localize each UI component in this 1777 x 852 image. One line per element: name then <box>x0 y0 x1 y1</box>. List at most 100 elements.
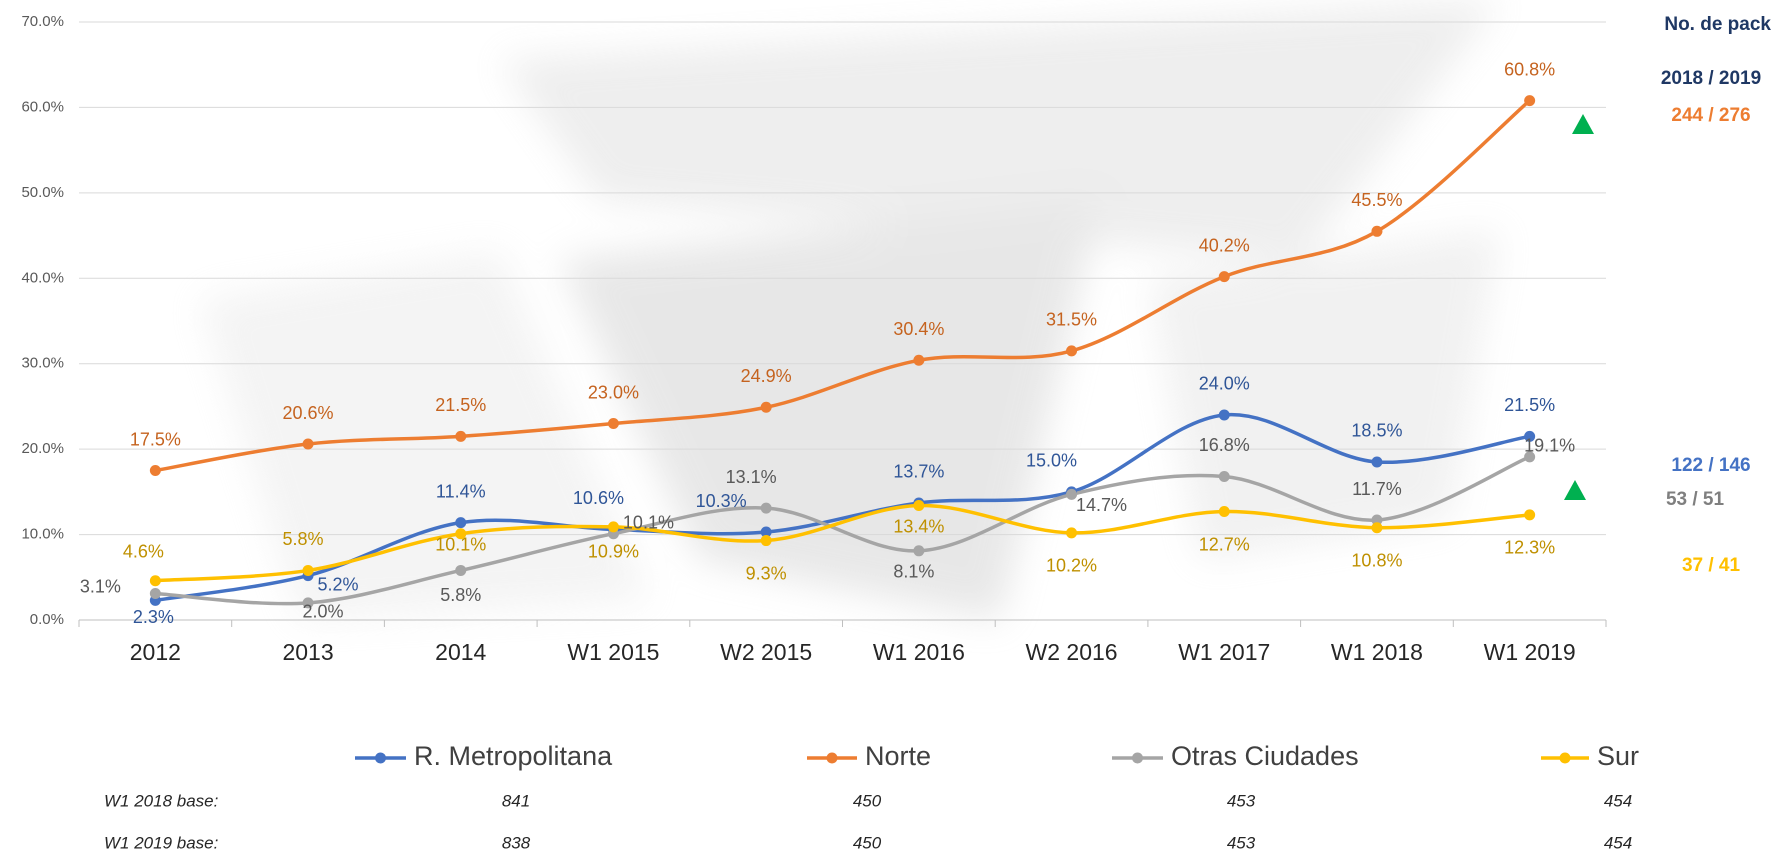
data-label: 2.3% <box>133 607 174 627</box>
pack-value: 244 / 276 <box>1671 105 1750 126</box>
y-tick-label: 0.0% <box>30 611 64 628</box>
y-tick-label: 30.0% <box>21 355 64 372</box>
x-tick-label: W2 2016 <box>1026 639 1118 665</box>
data-label: 10.9% <box>588 542 639 562</box>
legend-marker <box>375 752 386 764</box>
data-label: 12.7% <box>1199 534 1250 554</box>
data-label: 10.1% <box>435 534 486 554</box>
base-value: 453 <box>1227 791 1256 810</box>
legend-marker <box>1132 752 1143 764</box>
base-value: 450 <box>853 791 882 810</box>
y-tick-label: 10.0% <box>21 526 64 543</box>
marker <box>302 564 314 576</box>
pack-header: 2018 / 2019 <box>1661 68 1761 89</box>
x-tick-label: 2014 <box>435 639 486 665</box>
marker <box>1371 514 1383 526</box>
data-label: 17.5% <box>130 429 181 449</box>
marker <box>760 535 772 547</box>
data-label: 15.0% <box>1026 451 1077 471</box>
marker <box>1218 506 1230 518</box>
series-line <box>155 455 1531 606</box>
data-label: 21.5% <box>1504 395 1555 415</box>
marker <box>1066 488 1078 500</box>
pack-value: 53 / 51 <box>1666 489 1725 510</box>
data-label: 18.5% <box>1351 421 1402 441</box>
data-label: 9.3% <box>746 563 787 583</box>
marker <box>302 438 314 450</box>
marker <box>1218 470 1230 482</box>
marker <box>1066 527 1078 539</box>
legend-label: Norte <box>865 741 931 771</box>
series-line <box>155 412 1530 603</box>
data-label: 40.2% <box>1199 235 1250 255</box>
x-tick-label: W1 2015 <box>567 639 659 665</box>
data-label: 12.3% <box>1504 538 1555 558</box>
marker <box>455 517 467 529</box>
data-label: 13.4% <box>893 516 944 536</box>
marker <box>607 418 619 430</box>
marker <box>149 575 161 587</box>
legend-label: Sur <box>1597 741 1639 771</box>
y-tick-label: 60.0% <box>21 98 64 115</box>
x-tick-label: W1 2017 <box>1178 639 1270 665</box>
marker <box>1524 509 1536 521</box>
data-label: 10.2% <box>1046 556 1097 576</box>
marker <box>1524 451 1536 463</box>
base-label: W1 2019 base: <box>104 833 219 852</box>
pack-title: No. de pack <box>1664 14 1771 35</box>
data-label: 30.4% <box>893 319 944 339</box>
marker <box>149 588 161 600</box>
y-tick-label: 50.0% <box>21 184 64 201</box>
data-label: 10.3% <box>696 491 747 511</box>
up-arrow <box>1564 480 1586 500</box>
marker <box>1066 345 1078 357</box>
y-tick-label: 20.0% <box>21 440 64 457</box>
data-label: 5.2% <box>318 574 359 594</box>
x-tick-label: 2013 <box>282 639 333 665</box>
data-label: 10.1% <box>623 512 674 532</box>
x-tick-label: W1 2019 <box>1484 639 1576 665</box>
data-label: 13.1% <box>726 467 777 487</box>
data-label: 10.8% <box>1351 550 1402 570</box>
data-label: 3.1% <box>80 576 121 596</box>
base-value: 841 <box>502 791 530 810</box>
marker <box>149 465 161 476</box>
legend-label: Otras Ciudades <box>1171 741 1359 771</box>
data-label: 16.8% <box>1199 435 1250 455</box>
marker <box>1524 430 1536 442</box>
up-arrow <box>1572 114 1594 134</box>
pack-value: 122 / 146 <box>1671 455 1750 476</box>
marker <box>760 526 772 538</box>
data-label: 8.1% <box>893 562 934 582</box>
base-value: 450 <box>853 833 882 852</box>
legend-marker <box>826 752 838 764</box>
marker <box>455 430 467 442</box>
data-label: 5.8% <box>283 529 324 549</box>
data-label: 60.8% <box>1504 59 1555 79</box>
marker <box>1371 225 1383 237</box>
x-tick-label: W2 2015 <box>720 639 812 665</box>
data-label: 31.5% <box>1046 310 1097 330</box>
base-value: 453 <box>1227 833 1256 852</box>
data-label: 23.0% <box>588 382 639 402</box>
data-label: 10.6% <box>573 488 624 508</box>
data-label: 24.0% <box>1199 374 1250 394</box>
series-line <box>155 99 1531 473</box>
marker <box>302 597 314 609</box>
marker <box>455 528 467 540</box>
legend-marker <box>1559 752 1571 764</box>
marker <box>607 521 619 533</box>
series-line <box>155 503 1530 583</box>
data-label: 24.9% <box>741 366 792 386</box>
marker <box>1218 409 1230 421</box>
pack-value: 37 / 41 <box>1682 555 1741 576</box>
x-tick-label: W1 2018 <box>1331 639 1423 665</box>
data-label: 11.7% <box>1352 479 1402 499</box>
data-label: 11.4% <box>436 481 486 501</box>
marker <box>913 500 925 512</box>
legend-label: R. Metropolitana <box>414 741 613 771</box>
background <box>200 0 1500 620</box>
base-value: 454 <box>1604 791 1632 810</box>
marker <box>1371 522 1383 534</box>
